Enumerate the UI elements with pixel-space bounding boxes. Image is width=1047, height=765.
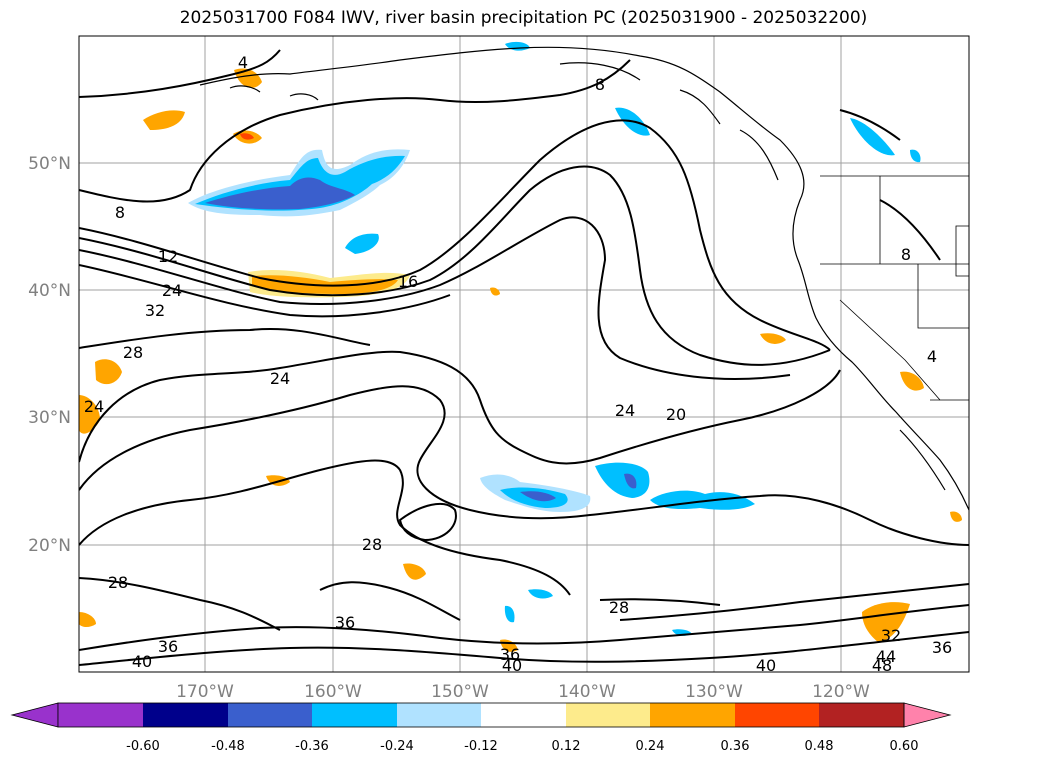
colorbar-segment xyxy=(735,703,819,727)
colorbar-tick-label: 0.12 xyxy=(552,739,581,754)
lon-label: 150°W xyxy=(431,682,489,702)
contour-label: 40 xyxy=(756,656,776,675)
colorbar-segment xyxy=(58,703,143,727)
colorbar-segment xyxy=(481,703,566,727)
contour-label: 24 xyxy=(84,397,104,416)
colorbar-segment xyxy=(650,703,735,727)
contour-labels: 4 8 8 8 12 16 24 32 28 24 24 20 24 28 28… xyxy=(84,53,952,675)
contour-label: 40 xyxy=(502,656,522,675)
colorbar-tick-label: -0.12 xyxy=(464,739,498,754)
contour-label: 36 xyxy=(500,645,520,664)
contour-label: 28 xyxy=(123,343,143,362)
lat-label: 40°N xyxy=(28,281,71,301)
colorbar-segment xyxy=(819,703,904,727)
colorbar-segment xyxy=(143,703,228,727)
lat-label: 50°N xyxy=(28,154,71,174)
colorbar xyxy=(10,702,952,728)
colorbar-segment xyxy=(228,703,312,727)
iwv-contours xyxy=(79,49,969,666)
contour-label: 32 xyxy=(145,301,165,320)
contour-label: 48 xyxy=(872,656,892,675)
colorbar-tick-label: 0.60 xyxy=(890,739,919,754)
colorbar-labels: -0.60 -0.48 -0.36 -0.24 -0.12 0.12 0.24 … xyxy=(126,739,918,754)
contour-label: 8 xyxy=(115,203,125,222)
contour-label: 24 xyxy=(162,281,182,300)
colorbar-tick-label: -0.24 xyxy=(380,739,414,754)
contour-label: 16 xyxy=(398,272,418,291)
lon-label: 130°W xyxy=(685,682,743,702)
map-background xyxy=(79,36,969,672)
colorbar-tick-label: -0.36 xyxy=(295,739,329,754)
contour-label: 28 xyxy=(362,535,382,554)
latitude-labels: 50°N 40°N 30°N 20°N xyxy=(28,154,71,556)
borders xyxy=(820,175,969,401)
colorbar-tick-label: -0.60 xyxy=(126,739,160,754)
lon-label: 120°W xyxy=(812,682,870,702)
contour-label: 4 xyxy=(238,53,248,72)
colorbar-segment xyxy=(397,703,481,727)
contour-label: 8 xyxy=(595,75,605,94)
map-title: 2025031700 F084 IWV, river basin precipi… xyxy=(179,8,868,28)
contour-label: 20 xyxy=(666,405,686,424)
colorbar-extend-low xyxy=(10,702,59,728)
contour-label: 12 xyxy=(158,247,178,266)
colorbar-tick-label: -0.48 xyxy=(211,739,245,754)
colorbar-segment xyxy=(566,703,650,727)
contour-label: 8 xyxy=(901,245,911,264)
map-frame xyxy=(78,35,970,673)
contour-label: 28 xyxy=(609,598,629,617)
contour-label: 4 xyxy=(927,347,937,366)
lat-label: 20°N xyxy=(28,536,71,556)
contour-label: 36 xyxy=(932,638,952,657)
colorbar-tick-label: 0.36 xyxy=(721,739,750,754)
contour-label: 44 xyxy=(876,647,896,666)
contour-label: 36 xyxy=(335,613,355,632)
colorbar-outline xyxy=(57,702,905,728)
contour-label: 24 xyxy=(615,401,635,420)
lon-label: 140°W xyxy=(558,682,616,702)
contour-label: 24 xyxy=(270,369,290,388)
coastline xyxy=(199,46,969,511)
contour-label: 36 xyxy=(158,637,178,656)
contour-label: 40 xyxy=(132,652,152,671)
colorbar-extend-high xyxy=(903,702,952,728)
lon-label: 170°W xyxy=(176,682,234,702)
lon-label: 160°W xyxy=(304,682,362,702)
longitude-labels: 170°W 160°W 150°W 140°W 130°W 120°W xyxy=(176,682,870,702)
colorbar-tick-label: 0.48 xyxy=(805,739,834,754)
lat-label: 30°N xyxy=(28,408,71,428)
contour-label: 32 xyxy=(881,626,901,645)
colorbar-segment xyxy=(312,703,397,727)
colorbar-tick-label: 0.24 xyxy=(636,739,665,754)
contour-label: 28 xyxy=(108,573,128,592)
gridlines xyxy=(79,36,969,672)
precip-shading xyxy=(79,41,962,652)
